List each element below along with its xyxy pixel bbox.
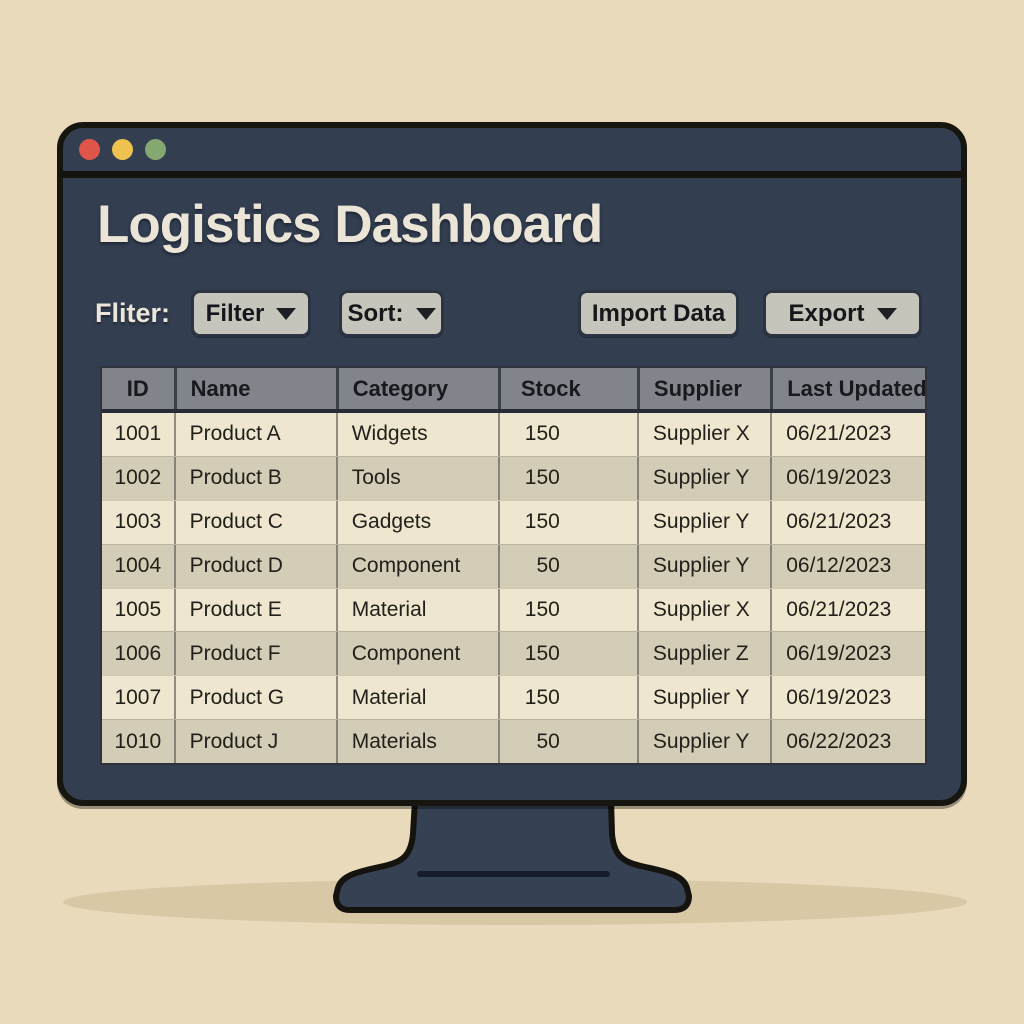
column-header-stock[interactable]: Stock (497, 368, 637, 409)
column-header-id[interactable]: ID (126, 375, 149, 401)
cell-category: Material (335, 588, 498, 632)
cell-last-updated: 06/21/2023 (770, 413, 925, 456)
table-row[interactable]: 1010 Product J Materials 50 Supplier Y 0… (102, 719, 925, 763)
table-header-row: ID Name Category Stock Supplier Last Upd… (102, 368, 925, 413)
cell-supplier: Supplier X (636, 413, 770, 456)
cell-supplier: Supplier Y (636, 676, 770, 720)
cell-category: Component (335, 544, 498, 588)
cell-last-updated: 06/21/2023 (770, 588, 925, 632)
table-row[interactable]: 1003 Product C Gadgets 150 Supplier Y 06… (102, 499, 925, 544)
table-row[interactable]: 1007 Product G Material 150 Supplier Y 0… (102, 675, 925, 720)
cell-stock: 150 (497, 676, 637, 720)
cell-name: Product J (173, 720, 336, 763)
cell-supplier: Supplier X (636, 588, 770, 632)
export-dropdown-button[interactable]: Export (763, 290, 922, 337)
column-header-name[interactable]: Name (173, 368, 336, 409)
cell-category: Materials (335, 720, 498, 763)
cell-stock: 150 (497, 413, 637, 456)
column-header-last-updated[interactable]: Last Updated (770, 368, 925, 409)
export-dropdown-label: Export (788, 299, 865, 327)
column-header-category[interactable]: Category (335, 368, 498, 409)
table-row[interactable]: 1005 Product E Material 150 Supplier X 0… (102, 587, 925, 632)
chevron-down-icon (415, 307, 436, 320)
cell-supplier: Supplier Y (636, 544, 770, 588)
monitor-stand (333, 797, 692, 913)
minimize-window-dot-icon[interactable] (112, 139, 133, 160)
floor-shadow (63, 879, 967, 925)
cell-category: Component (335, 632, 498, 676)
cell-stock: 150 (497, 588, 637, 632)
cell-name: Product E (173, 588, 336, 632)
cell-name: Product D (173, 544, 336, 588)
cell-id: 1005 (114, 597, 162, 621)
cell-id: 1010 (114, 729, 162, 753)
cell-name: Product F (173, 632, 336, 676)
cell-supplier: Supplier Z (636, 632, 770, 676)
import-data-label: Import Data (591, 299, 726, 327)
monitor-screen: Logistics Dashboard Fliter: Filter Sort:… (57, 122, 967, 806)
zoom-window-dot-icon[interactable] (145, 139, 166, 160)
cell-name: Product C (173, 500, 336, 544)
cell-category: Widgets (335, 413, 498, 456)
close-window-dot-icon[interactable] (79, 139, 100, 160)
cell-stock: 150 (497, 632, 637, 676)
cell-category: Gadgets (335, 500, 498, 544)
cell-id: 1001 (114, 422, 162, 446)
chevron-down-icon (276, 307, 297, 320)
cell-id: 1006 (114, 641, 162, 665)
cell-stock: 50 (497, 544, 637, 588)
cell-last-updated: 06/19/2023 (770, 456, 925, 500)
cell-supplier: Supplier Y (636, 500, 770, 544)
page-title: Logistics Dashboard (97, 195, 603, 254)
cell-stock: 150 (497, 456, 637, 500)
sort-dropdown-label: Sort: (347, 299, 404, 327)
cell-last-updated: 06/22/2023 (770, 720, 925, 763)
window-titlebar (63, 128, 961, 178)
column-header-supplier[interactable]: Supplier (636, 368, 770, 409)
table-row[interactable]: 1006 Product F Component 150 Supplier Z … (102, 631, 925, 676)
cell-last-updated: 06/19/2023 (770, 676, 925, 720)
cell-stock: 150 (497, 500, 637, 544)
inventory-table: ID Name Category Stock Supplier Last Upd… (100, 366, 927, 765)
table-row[interactable]: 1002 Product B Tools 150 Supplier Y 06/1… (102, 455, 925, 500)
cell-stock: 50 (497, 720, 637, 763)
cell-name: Product A (173, 413, 336, 456)
cell-category: Material (335, 676, 498, 720)
cell-last-updated: 06/19/2023 (770, 632, 925, 676)
cell-id: 1003 (114, 510, 162, 534)
cell-id: 1002 (114, 466, 162, 490)
filter-dropdown-button[interactable]: Filter (191, 290, 311, 337)
cell-name: Product B (173, 456, 336, 500)
filter-label: Fliter: (95, 298, 171, 328)
cell-supplier: Supplier Y (636, 720, 770, 763)
table-row[interactable]: 1004 Product D Component 50 Supplier Y 0… (102, 543, 925, 588)
cell-id: 1007 (114, 685, 162, 709)
table-row[interactable]: 1001 Product A Widgets 150 Supplier X 06… (102, 413, 925, 456)
cell-name: Product G (173, 676, 336, 720)
cell-supplier: Supplier Y (636, 456, 770, 500)
cell-last-updated: 06/21/2023 (770, 500, 925, 544)
chevron-down-icon (876, 307, 897, 320)
filter-dropdown-label: Filter (205, 299, 265, 327)
cell-id: 1004 (114, 554, 162, 578)
cell-category: Tools (335, 456, 498, 500)
sort-dropdown-button[interactable]: Sort: (339, 290, 444, 337)
import-data-button[interactable]: Import Data (578, 290, 739, 337)
cell-last-updated: 06/12/2023 (770, 544, 925, 588)
